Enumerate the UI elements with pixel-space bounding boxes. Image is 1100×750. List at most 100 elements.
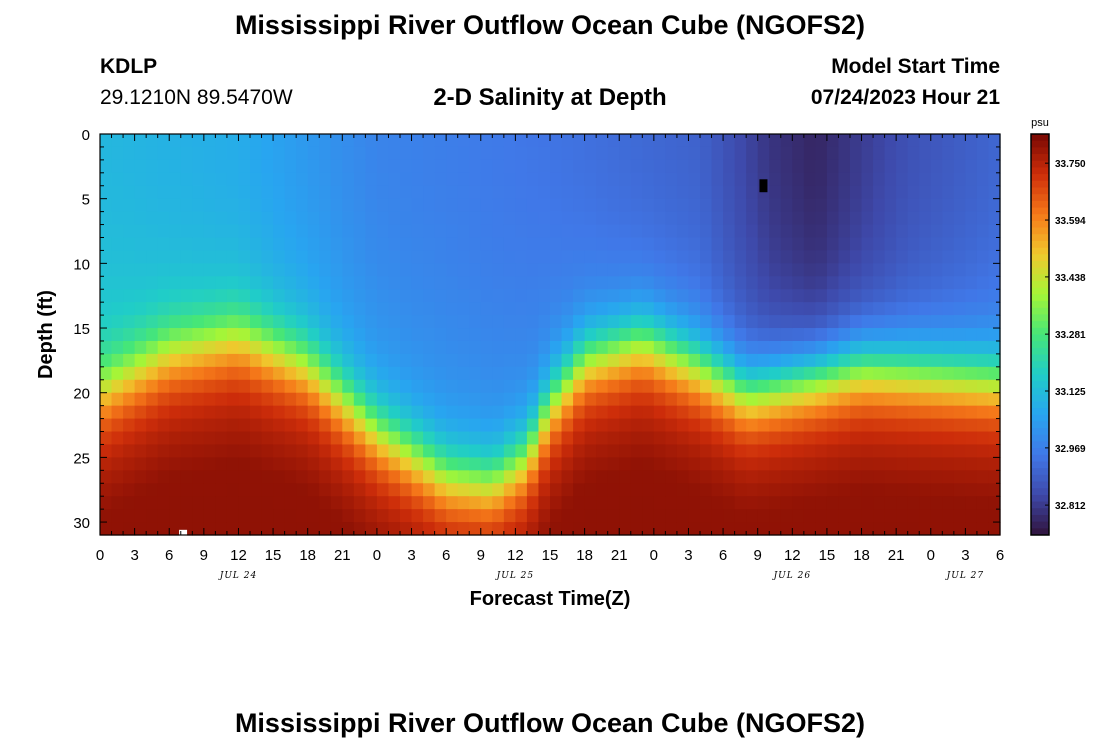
heatmap-cell: [203, 134, 216, 148]
heatmap-cell: [123, 250, 136, 264]
heatmap-cell: [700, 340, 713, 355]
heatmap-cell: [573, 418, 586, 433]
heatmap-cell: [503, 353, 516, 368]
heatmap-cell: [700, 224, 713, 239]
heatmap-cell: [342, 302, 355, 316]
heatmap-cell: [792, 198, 805, 213]
heatmap-cell: [815, 237, 828, 252]
heatmap-cell: [353, 134, 366, 148]
heatmap-cell: [688, 289, 701, 303]
heatmap-cell: [330, 198, 343, 213]
heatmap-cell: [942, 353, 955, 368]
heatmap-cell: [411, 340, 424, 355]
x-tick-label: 6: [996, 547, 1004, 564]
heatmap-cell: [676, 146, 690, 161]
heatmap-cell: [769, 509, 782, 523]
heatmap-cell: [469, 418, 482, 433]
heatmap-cell: [896, 185, 909, 200]
colorbar-band: [1031, 334, 1049, 342]
heatmap-cell: [503, 366, 516, 381]
heatmap-cell: [619, 340, 632, 355]
heatmap-cell: [250, 405, 263, 420]
heatmap-cell: [342, 340, 355, 355]
heatmap-cell: [561, 159, 574, 174]
heatmap-cell: [942, 211, 955, 226]
heatmap-cell: [930, 328, 943, 342]
heatmap-cell: [157, 250, 170, 264]
heatmap-cell: [676, 483, 690, 497]
heatmap-cell: [203, 509, 216, 523]
heatmap-cell: [457, 250, 470, 264]
heatmap-cell: [411, 509, 424, 523]
heatmap-cell: [746, 224, 759, 239]
heatmap-cell: [180, 211, 193, 226]
heatmap-cell: [261, 457, 274, 471]
heatmap-cell: [953, 483, 966, 497]
heatmap-cell: [596, 237, 609, 252]
heatmap-cell: [423, 146, 436, 161]
heatmap-cell: [180, 509, 193, 523]
heatmap-cell: [353, 522, 366, 536]
heatmap-cell: [826, 237, 840, 252]
heatmap-cell: [861, 444, 874, 458]
heatmap-cell: [769, 392, 782, 407]
heatmap-cell: [169, 237, 182, 252]
heatmap-cell: [642, 315, 655, 329]
heatmap-cell: [711, 315, 724, 329]
heatmap-cell: [653, 392, 666, 407]
heatmap-cell: [526, 470, 540, 484]
heatmap-cell: [953, 431, 966, 446]
heatmap-cell: [769, 353, 782, 368]
heatmap-cell: [630, 418, 643, 433]
heatmap-cell: [423, 276, 436, 290]
heatmap-cell: [515, 379, 528, 394]
heatmap-cell: [388, 263, 401, 277]
heatmap-cell: [100, 302, 113, 316]
heatmap-cell: [492, 496, 505, 510]
colorbar-band: [1031, 494, 1049, 503]
heatmap-cell: [411, 379, 424, 394]
heatmap-cell: [988, 418, 1001, 433]
heatmap-cell: [296, 509, 309, 523]
colorbar-band: [1031, 154, 1049, 162]
heatmap-cell: [434, 431, 447, 446]
heatmap-cell: [884, 198, 897, 213]
heatmap-cell: [826, 159, 840, 174]
heatmap-cell: [492, 134, 505, 148]
heatmap-cell: [365, 418, 378, 433]
heatmap-cell: [676, 134, 690, 148]
heatmap-cell: [515, 431, 528, 446]
heatmap-cell: [203, 483, 216, 497]
heatmap-cell: [526, 276, 540, 290]
heatmap-cell: [780, 444, 793, 458]
heatmap-cell: [757, 146, 770, 161]
heatmap-cell: [919, 159, 932, 174]
heatmap-cell: [342, 237, 355, 252]
heatmap-cell: [330, 134, 343, 148]
heatmap-cell: [411, 276, 424, 290]
heatmap-cell: [146, 237, 159, 252]
heatmap-cell: [134, 522, 147, 536]
heatmap-cell: [676, 263, 690, 277]
heatmap-cell: [261, 353, 274, 368]
heatmap-cell: [434, 418, 447, 433]
heatmap-cell: [769, 198, 782, 213]
heatmap-cell: [676, 392, 690, 407]
heatmap-cell: [907, 340, 920, 355]
heatmap-cell: [423, 483, 436, 497]
heatmap-cell: [700, 302, 713, 316]
heatmap-cell: [238, 159, 251, 174]
heatmap-cell: [226, 418, 240, 433]
heatmap-cell: [434, 250, 447, 264]
heatmap-cell: [400, 211, 413, 226]
heatmap-cell: [365, 457, 378, 471]
heatmap-cell: [815, 457, 828, 471]
heatmap-cell: [411, 302, 424, 316]
heatmap-cell: [653, 224, 666, 239]
heatmap-cell: [342, 418, 355, 433]
heatmap-cell: [665, 457, 678, 471]
heatmap-cell: [134, 457, 147, 471]
heatmap-cell: [780, 211, 793, 226]
heatmap-cell: [930, 431, 943, 446]
heatmap-cell: [780, 134, 793, 148]
